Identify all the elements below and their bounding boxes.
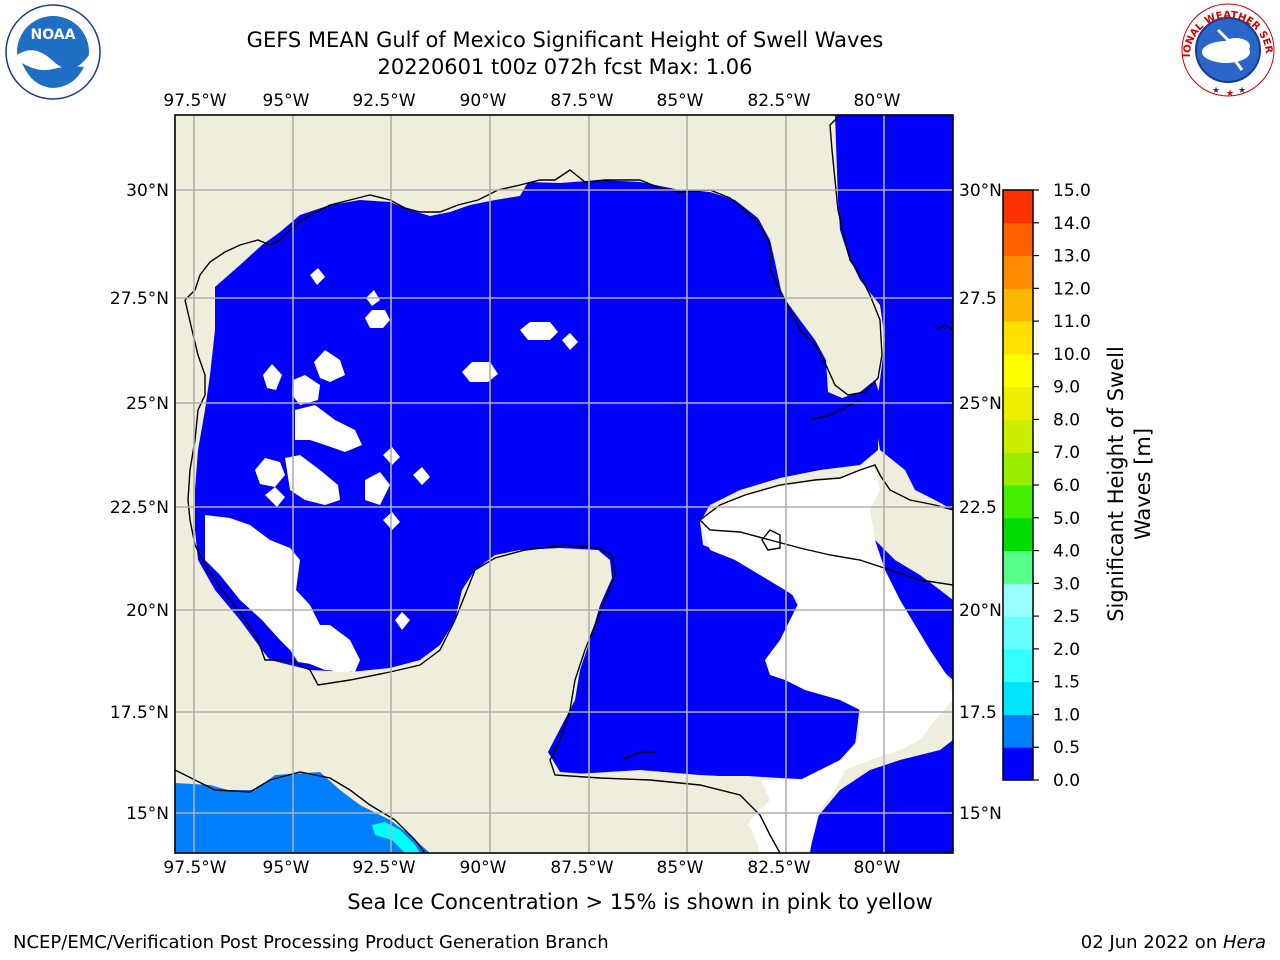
lat-label-right: 22.5 xyxy=(959,498,997,518)
colorbar-tick-label: 0.5 xyxy=(1053,738,1080,758)
colorbar-segment xyxy=(1003,550,1033,584)
swell-region-caribbean xyxy=(810,540,953,853)
colorbar-tick-label: 1.0 xyxy=(1053,705,1080,725)
lon-label-top: 92.5°W xyxy=(352,91,415,111)
colorbar-segment xyxy=(1003,190,1033,224)
lon-label-bottom: 97.5°W xyxy=(163,858,226,878)
colorbar-tick-label: 1.5 xyxy=(1053,673,1080,693)
colorbar-tick-label: 0.0 xyxy=(1053,771,1080,791)
lat-label-right: 20°N xyxy=(959,601,1002,621)
lon-label-top: 82.5°W xyxy=(747,91,810,111)
lat-label-left: 17.5°N xyxy=(110,703,169,723)
colorbar-segment xyxy=(1003,648,1033,683)
chart-subtitle: 20220601 t00z 072h fcst Max: 1.06 xyxy=(377,55,753,79)
colorbar-tick-label: 2.5 xyxy=(1053,607,1080,627)
colorbar-tick-label: 13.0 xyxy=(1053,247,1091,267)
credit-text: NCEP/EMC/Verification Post Processing Pr… xyxy=(13,932,609,953)
lon-label-top: 97.5°W xyxy=(163,91,226,111)
colorbar-segment xyxy=(1003,222,1033,257)
colorbar: 0.0 0.5 1.0 1.5 2.0 2.5 3.0 4.0 5.0 6.0 7.0 8.0 9.0 1… xyxy=(1002,181,1091,791)
nws-logo-icon: NATIONAL WEATHER SERVICE ★ ★ ★ xyxy=(1178,0,1275,99)
lat-label-left: 20°N xyxy=(126,601,169,621)
lat-label-left: 22.5°N xyxy=(110,498,169,518)
svg-text:★: ★ xyxy=(1238,86,1246,96)
lon-labels-top: 97.5°W 95°W 92.5°W 90°W 87.5°W 85°W 82.5°W 80°W xyxy=(163,91,900,111)
lon-label-top: 90°W xyxy=(460,91,507,111)
lon-label-top: 85°W xyxy=(657,91,704,111)
colorbar-tick-label: 9.0 xyxy=(1053,378,1080,398)
host-text: Hera xyxy=(1222,932,1266,953)
colorbar-tick-label: 15.0 xyxy=(1053,181,1091,201)
svg-text:★: ★ xyxy=(1212,86,1220,96)
colorbar-tick-label: 12.0 xyxy=(1053,279,1091,299)
noaa-logo-icon: NOAA xyxy=(5,4,101,100)
lon-label-bottom: 92.5°W xyxy=(352,858,415,878)
colorbar-segment xyxy=(1003,353,1033,388)
sea-ice-note: Sea Ice Concentration > 15% is shown in … xyxy=(347,890,933,914)
lat-label-left: 25°N xyxy=(126,394,169,414)
coastlines xyxy=(175,115,953,853)
date-stamp: 02 Jun 2022 on Hera xyxy=(1081,932,1266,953)
colorbar-tick-label: 4.0 xyxy=(1053,542,1080,562)
lat-label-right: 27.5 xyxy=(959,289,997,309)
colorbar-segment xyxy=(1003,255,1033,289)
colorbar-tick-label: 5.0 xyxy=(1053,509,1080,529)
swell-region-atlantic xyxy=(835,115,953,510)
lon-label-bottom: 95°W xyxy=(263,858,310,878)
colorbar-segment xyxy=(1003,616,1033,650)
svg-text:★: ★ xyxy=(1226,89,1234,99)
lat-label-right: 30°N xyxy=(959,181,1002,201)
lat-label-left: 15°N xyxy=(126,804,169,824)
lon-label-top: 87.5°W xyxy=(550,91,613,111)
colorbar-label-line2: Waves [m] xyxy=(1131,428,1155,540)
lon-label-bottom: 82.5°W xyxy=(747,858,810,878)
colorbar-segment xyxy=(1003,452,1033,486)
lon-label-top: 80°W xyxy=(854,91,901,111)
colorbar-segment xyxy=(1003,747,1033,781)
colorbar-tick-label: 10.0 xyxy=(1053,345,1091,365)
lat-label-right: 25°N xyxy=(959,394,1002,414)
colorbar-tick-label: 11.0 xyxy=(1053,312,1091,332)
chart-title: GEFS MEAN Gulf of Mexico Significant Hei… xyxy=(246,28,884,52)
lat-label-right: 15°N xyxy=(959,804,1002,824)
colorbar-segment xyxy=(1003,288,1033,322)
colorbar-tick-label: 8.0 xyxy=(1053,410,1080,430)
lon-label-bottom: 87.5°W xyxy=(550,858,613,878)
lat-label-left: 30°N xyxy=(126,181,169,201)
lat-labels-right: 30°N 27.5 25°N 22.5 20°N 17.5 15°N xyxy=(959,181,1002,824)
colorbar-segment xyxy=(1003,386,1033,420)
colorbar-tick-label: 6.0 xyxy=(1053,476,1080,496)
lon-label-bottom: 80°W xyxy=(854,858,901,878)
colorbar-tick-label: 14.0 xyxy=(1053,214,1091,234)
swell-region-gulf xyxy=(195,180,880,780)
colorbar-tick-label: 7.0 xyxy=(1053,443,1080,463)
colorbar-segment xyxy=(1003,485,1033,519)
lat-label-right: 17.5 xyxy=(959,703,997,723)
colorbar-segment xyxy=(1003,681,1033,715)
lat-labels-left: 30°N 27.5°N 25°N 22.5°N 20°N 17.5°N 15°N xyxy=(110,181,169,824)
colorbar-segment xyxy=(1003,517,1033,552)
colorbar-segment xyxy=(1003,714,1033,748)
map-frame xyxy=(174,114,954,854)
lon-label-bottom: 85°W xyxy=(657,858,704,878)
colorbar-segment xyxy=(1003,419,1033,453)
lat-label-left: 27.5°N xyxy=(110,289,169,309)
colorbar-segment xyxy=(1003,321,1033,355)
lon-label-bottom: 90°W xyxy=(460,858,507,878)
colorbar-tick-label: 3.0 xyxy=(1053,574,1080,594)
colorbar-label-line1: Significant Height of Swell xyxy=(1104,346,1128,622)
swell-region-pacific-cyan xyxy=(372,822,420,853)
map-area xyxy=(175,115,953,853)
colorbar-segment xyxy=(1003,583,1033,617)
svg-text:NOAA: NOAA xyxy=(31,27,76,43)
lon-label-top: 95°W xyxy=(263,91,310,111)
graticule xyxy=(175,115,953,853)
lon-labels-bottom: 97.5°W 95°W 92.5°W 90°W 87.5°W 85°W 82.5°W 80°W xyxy=(163,858,900,878)
colorbar-label: Significant Height of Swell Waves [m] xyxy=(1104,346,1155,622)
no-data-gaps xyxy=(205,268,953,853)
date-text: 02 Jun 2022 on xyxy=(1080,932,1223,953)
colorbar-tick-label: 2.0 xyxy=(1053,640,1080,660)
